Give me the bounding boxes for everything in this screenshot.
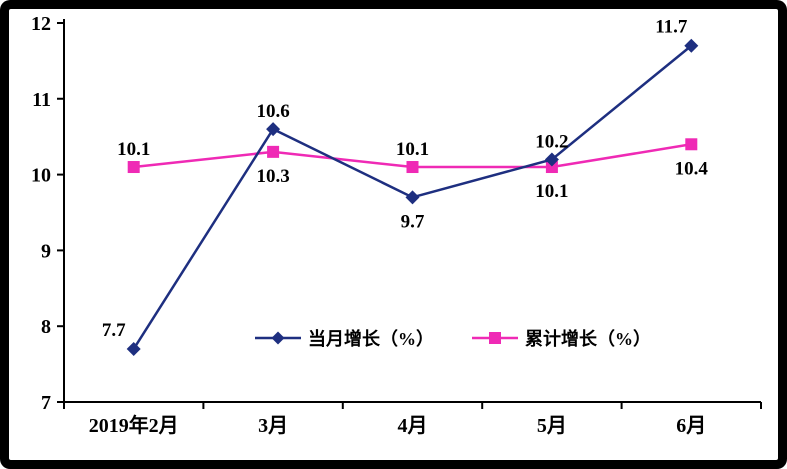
svg-text:7.7: 7.7 [102, 320, 126, 341]
svg-text:8: 8 [41, 316, 51, 338]
svg-text:2019年2月: 2019年2月 [89, 413, 179, 437]
svg-text:10: 10 [31, 165, 51, 187]
legend-label-cumulative: 累计增长（%） [525, 329, 651, 349]
svg-text:11.7: 11.7 [655, 17, 688, 38]
svg-text:10.1: 10.1 [117, 139, 150, 160]
svg-text:10.1: 10.1 [396, 139, 429, 160]
svg-text:6月: 6月 [676, 415, 706, 437]
svg-text:4月: 4月 [398, 415, 428, 437]
chart-legend: 当月增长（%） 累计增长（%） [255, 325, 651, 351]
svg-text:11: 11 [32, 89, 51, 111]
svg-text:9.7: 9.7 [401, 211, 425, 232]
legend-label-monthly: 当月增长（%） [308, 329, 434, 349]
svg-text:10.2: 10.2 [535, 131, 568, 152]
svg-text:10.3: 10.3 [256, 166, 289, 187]
svg-text:10.6: 10.6 [256, 101, 289, 122]
svg-text:3月: 3月 [258, 415, 288, 437]
svg-text:9: 9 [41, 240, 51, 262]
line-chart: 7 8 9 10 11 12 2019年2月 3月 4月 5月 6月 10.1 10.3 10.1 10.1… [9, 9, 778, 460]
svg-text:12: 12 [31, 13, 51, 35]
chart-canvas: 7 8 9 10 11 12 2019年2月 3月 4月 5月 6月 10.1 10.3 10.1 10.1… [31, 13, 762, 437]
svg-text:10.1: 10.1 [535, 181, 568, 202]
svg-text:7: 7 [41, 392, 51, 414]
legend-marker-monthly-icon [255, 331, 301, 345]
svg-text:10.4: 10.4 [675, 158, 709, 179]
svg-text:5月: 5月 [537, 415, 567, 437]
legend-item-cumulative: 累计增长（%） [472, 325, 651, 351]
legend-marker-cumulative-icon [472, 332, 518, 344]
legend-item-monthly: 当月增长（%） [255, 325, 434, 351]
